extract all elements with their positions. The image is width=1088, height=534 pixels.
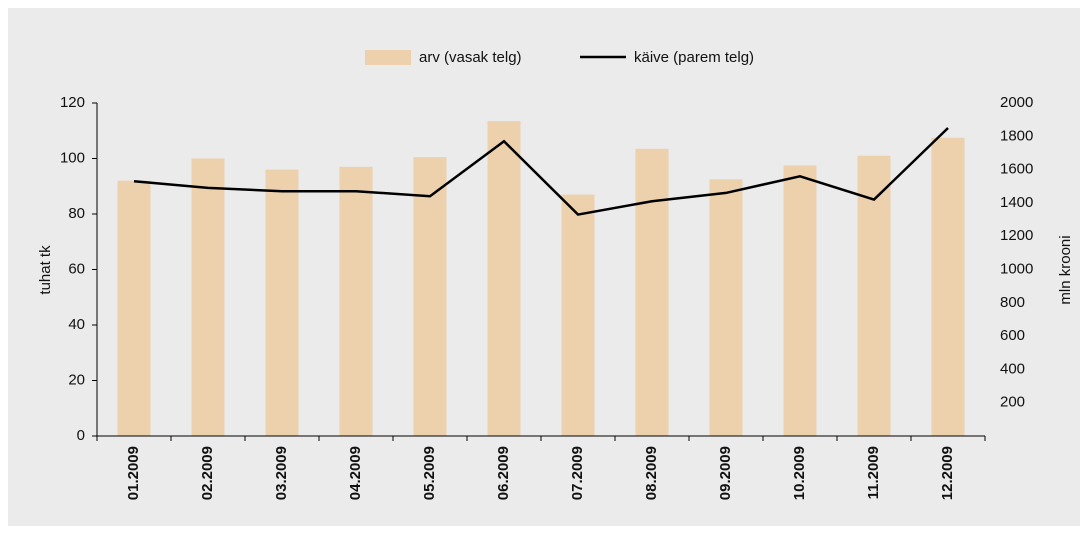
x-tick-label: 08.2009 xyxy=(643,446,660,500)
y2-tick-label: 800 xyxy=(1000,294,1025,311)
y2-tick-label: 600 xyxy=(1000,327,1025,344)
bar xyxy=(709,179,743,436)
y2-tick-label: 1600 xyxy=(1000,161,1033,178)
y2-tick-label: 400 xyxy=(1000,360,1025,377)
x-tick-label: 07.2009 xyxy=(569,446,586,500)
y2-tick-label: 1200 xyxy=(1000,227,1033,244)
y-tick-label: 80 xyxy=(68,205,85,222)
x-tick-label: 03.2009 xyxy=(273,446,290,500)
panel xyxy=(8,8,1080,526)
line xyxy=(133,127,949,216)
x-tick-label: 02.2009 xyxy=(199,446,216,500)
y-axis-label: tuhat tk xyxy=(37,245,54,295)
x-tick-label: 05.2009 xyxy=(421,446,438,500)
bar xyxy=(265,169,299,436)
y2-tick-label: 1800 xyxy=(1000,127,1033,144)
legend-label: arv (vasak telg) xyxy=(419,49,522,66)
y-tick-label: 60 xyxy=(68,260,85,277)
x-tick-label: 01.2009 xyxy=(125,446,142,500)
y-tick-label: 100 xyxy=(60,149,85,166)
bar xyxy=(635,148,669,436)
y2-tick-label: 1400 xyxy=(1000,194,1033,211)
bar xyxy=(339,166,373,436)
bar xyxy=(413,157,447,437)
bar xyxy=(857,155,891,436)
bar xyxy=(191,158,225,436)
y2-tick-label: 2000 xyxy=(1000,94,1033,111)
bar xyxy=(487,121,521,436)
x-tick-label: 11.2009 xyxy=(865,446,882,499)
y-tick-label: 20 xyxy=(68,371,85,388)
bar xyxy=(561,194,595,436)
bar xyxy=(931,137,965,436)
y2-axis-label: mln krooni xyxy=(1057,235,1074,304)
y2-tick-label: 1000 xyxy=(1000,260,1033,277)
bar xyxy=(117,180,151,436)
x-tick-label: 12.2009 xyxy=(939,446,956,500)
y-tick-label: 40 xyxy=(68,316,85,333)
bar xyxy=(783,165,817,436)
x-tick-label: 04.2009 xyxy=(347,446,364,500)
legend-label: käive (parem telg) xyxy=(634,49,754,66)
x-tick-label: 09.2009 xyxy=(717,446,734,500)
y-tick-label: 0 xyxy=(77,427,85,444)
y-tick-label: 120 xyxy=(60,94,85,111)
y2-tick-label: 200 xyxy=(1000,394,1025,411)
x-tick-label: 06.2009 xyxy=(495,446,512,500)
x-tick-label: 10.2009 xyxy=(791,446,808,500)
legend-swatch xyxy=(365,50,411,65)
